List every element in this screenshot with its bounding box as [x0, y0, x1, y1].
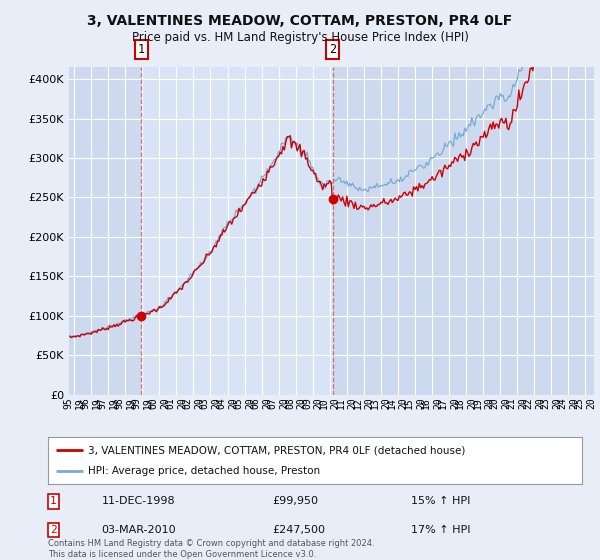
- Text: Price paid vs. HM Land Registry's House Price Index (HPI): Price paid vs. HM Land Registry's House …: [131, 31, 469, 44]
- Text: 3, VALENTINES MEADOW, COTTAM, PRESTON, PR4 0LF (detached house): 3, VALENTINES MEADOW, COTTAM, PRESTON, P…: [88, 445, 466, 455]
- Text: 1: 1: [50, 496, 57, 506]
- Text: Contains HM Land Registry data © Crown copyright and database right 2024.
This d: Contains HM Land Registry data © Crown c…: [48, 539, 374, 559]
- Text: 1: 1: [138, 43, 145, 55]
- Bar: [141, 67, 332, 395]
- Text: 11-DEC-1998: 11-DEC-1998: [101, 496, 175, 506]
- Text: 2: 2: [50, 525, 57, 535]
- Text: HPI: Average price, detached house, Preston: HPI: Average price, detached house, Pres…: [88, 466, 320, 476]
- Text: 3, VALENTINES MEADOW, COTTAM, PRESTON, PR4 0LF: 3, VALENTINES MEADOW, COTTAM, PRESTON, P…: [88, 14, 512, 28]
- Text: 2: 2: [329, 43, 336, 55]
- Text: £247,500: £247,500: [272, 525, 325, 535]
- Text: £99,950: £99,950: [272, 496, 318, 506]
- Text: 03-MAR-2010: 03-MAR-2010: [101, 525, 176, 535]
- Text: 17% ↑ HPI: 17% ↑ HPI: [411, 525, 470, 535]
- Text: 15% ↑ HPI: 15% ↑ HPI: [411, 496, 470, 506]
